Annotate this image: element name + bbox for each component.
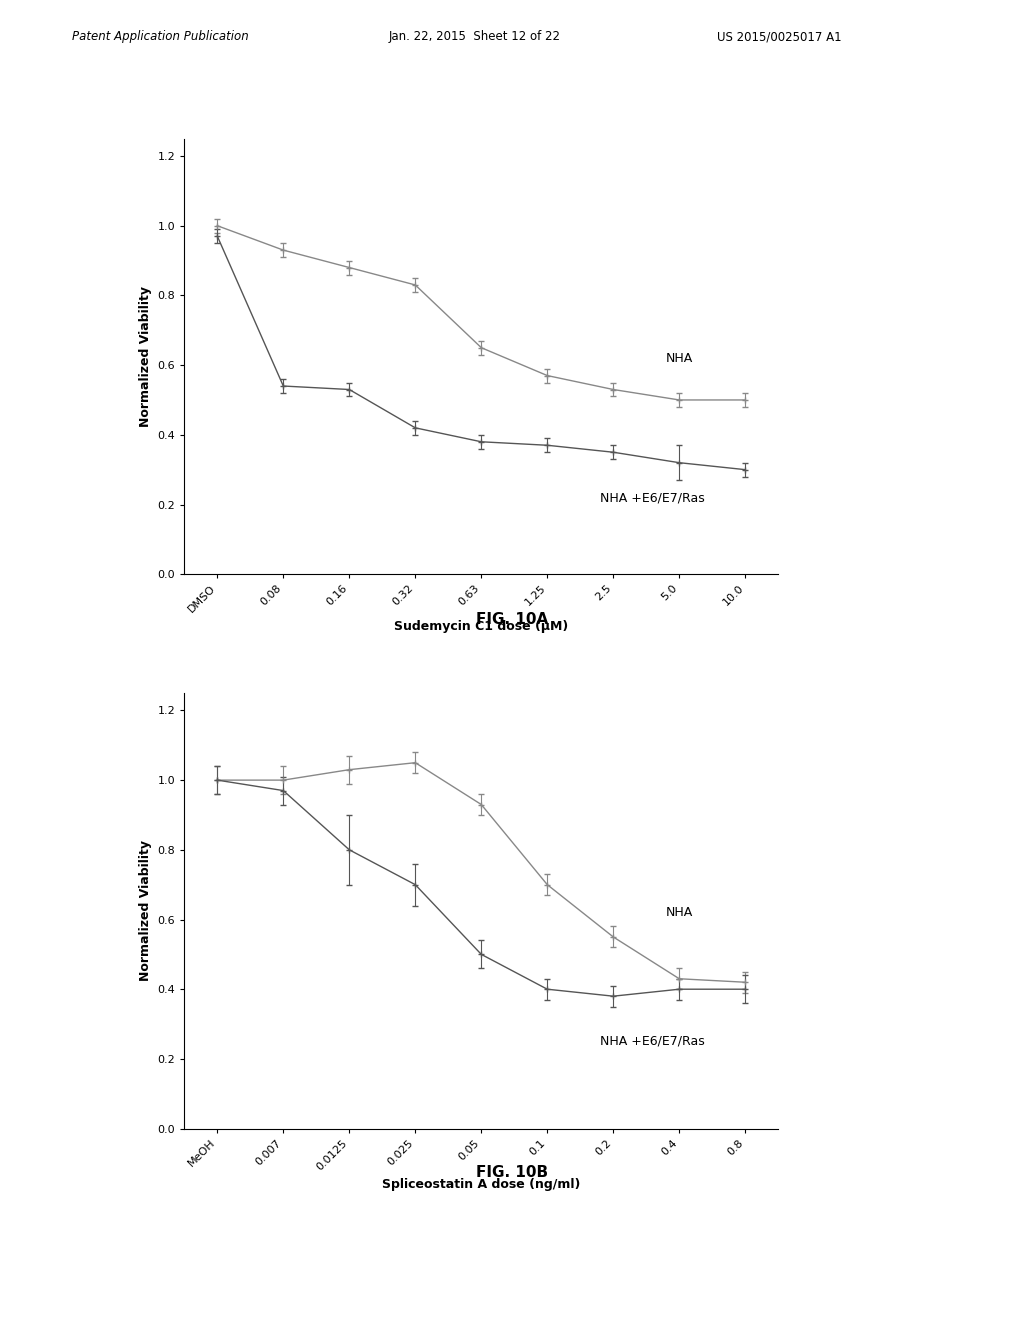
Text: US 2015/0025017 A1: US 2015/0025017 A1	[717, 30, 842, 44]
Text: NHA +E6/E7/Ras: NHA +E6/E7/Ras	[600, 491, 705, 504]
Text: NHA: NHA	[666, 351, 693, 364]
Text: FIG. 10B: FIG. 10B	[476, 1166, 548, 1180]
Text: Jan. 22, 2015  Sheet 12 of 22: Jan. 22, 2015 Sheet 12 of 22	[389, 30, 561, 44]
Y-axis label: Normalized Viability: Normalized Viability	[139, 286, 152, 426]
Text: NHA: NHA	[666, 906, 693, 919]
Y-axis label: Normalized Viability: Normalized Viability	[139, 841, 152, 981]
X-axis label: Sudemycin C1 dose (μM): Sudemycin C1 dose (μM)	[394, 620, 568, 632]
Text: Patent Application Publication: Patent Application Publication	[72, 30, 249, 44]
X-axis label: Spliceostatin A dose (ng/ml): Spliceostatin A dose (ng/ml)	[382, 1177, 581, 1191]
Text: FIG. 10A: FIG. 10A	[476, 612, 548, 627]
Text: NHA +E6/E7/Ras: NHA +E6/E7/Ras	[600, 1035, 705, 1048]
